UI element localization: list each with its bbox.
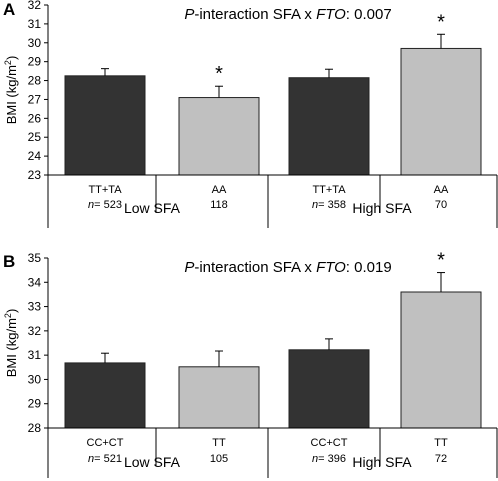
- y-tick-label: 28: [28, 74, 42, 88]
- y-tick-label: 29: [28, 55, 42, 69]
- bar: [288, 349, 370, 429]
- n-label: 118: [210, 199, 228, 211]
- group-label: Low SFA: [124, 454, 181, 470]
- bar: [400, 47, 482, 176]
- n-value: 396: [328, 453, 346, 465]
- n-label: 70: [435, 199, 447, 211]
- n-prefix: n: [312, 199, 318, 211]
- y-tick-label: 31: [28, 348, 42, 362]
- y-axis-title-text: BMI (kg/m: [4, 65, 19, 124]
- category-label: TT: [434, 437, 448, 449]
- bar: [178, 366, 260, 429]
- bar: [178, 97, 260, 176]
- y-axis-title: BMI (kg/m2): [3, 56, 19, 125]
- n-label: n= 521: [88, 453, 122, 465]
- n-prefix: n: [88, 199, 94, 211]
- group-label: High SFA: [352, 454, 412, 470]
- category-label: CC+CT: [311, 437, 348, 449]
- y-tick-label: 23: [28, 168, 42, 182]
- bar: [64, 362, 146, 429]
- y-tick-label: 30: [28, 372, 42, 386]
- chart-title-part: -interaction SFA x: [194, 259, 316, 276]
- significance-asterisk: *: [437, 250, 445, 272]
- bar: [400, 291, 482, 429]
- y-tick-label: 28: [28, 421, 42, 435]
- chart-title: P-interaction SFA x FTO: 0.007: [184, 6, 391, 23]
- n-value: 118: [210, 199, 228, 211]
- y-tick-label: 31: [28, 17, 42, 31]
- panel-label: A: [3, 0, 15, 19]
- chart-title-part: -interaction SFA x: [194, 6, 316, 23]
- panel-b: B 28 29 30 31 32 33 34 35 BMI (kg/m2) P-interactio…: [3, 250, 498, 478]
- y-axis-title-close: ): [4, 56, 19, 60]
- chart-title-part: : 0.019: [346, 259, 392, 276]
- y-axis-title-close: ): [4, 309, 19, 313]
- group-label: High SFA: [352, 200, 412, 216]
- n-prefix: n: [312, 453, 318, 465]
- y-tick-label: 30: [28, 36, 42, 50]
- y-tick-label: 24: [28, 149, 42, 163]
- y-tick-label: 32: [28, 0, 42, 12]
- significance-asterisk: *: [215, 63, 223, 85]
- chart-title: P-interaction SFA x FTO: 0.019: [184, 259, 391, 276]
- n-separator: =: [94, 453, 103, 465]
- n-label: 72: [435, 453, 447, 465]
- category-label: TT+TA: [88, 184, 122, 196]
- n-separator: =: [318, 199, 327, 211]
- n-prefix: n: [88, 453, 94, 465]
- y-tick-label: 26: [28, 111, 42, 125]
- category-label: TT+TA: [312, 184, 346, 196]
- y-tick-label: 25: [28, 130, 42, 144]
- n-separator: =: [94, 199, 103, 211]
- y-axis-title-sup: 2: [3, 60, 13, 65]
- category-label: AA: [434, 184, 449, 196]
- n-label: n= 358: [312, 199, 346, 211]
- n-value: 521: [104, 453, 122, 465]
- significance-asterisk: *: [437, 11, 445, 33]
- y-axis-title: BMI (kg/m2): [3, 309, 19, 378]
- y-axis-title-text: BMI (kg/m: [4, 318, 19, 377]
- y-tick-label: 27: [28, 92, 42, 106]
- n-value: 70: [435, 199, 447, 211]
- y-tick-label: 35: [28, 251, 42, 265]
- chart-title-part: P: [184, 259, 194, 276]
- y-tick-label: 32: [28, 324, 42, 338]
- chart-title-part: FTO: [316, 6, 346, 23]
- n-value: 72: [435, 453, 447, 465]
- panel-label: B: [3, 252, 15, 271]
- panel-a: A 23 24 25 26 27 28 29 30 31 32 BMI (kg/m2) P-intera…: [3, 0, 498, 228]
- bar: [288, 77, 370, 176]
- n-label: 105: [210, 453, 228, 465]
- group-label: Low SFA: [124, 200, 181, 216]
- n-label: n= 396: [312, 453, 346, 465]
- n-value: 358: [328, 199, 346, 211]
- n-label: n= 523: [88, 199, 122, 211]
- chart-title-part: FTO: [316, 259, 346, 276]
- n-value: 523: [104, 199, 122, 211]
- y-tick-label: 33: [28, 300, 42, 314]
- n-separator: =: [318, 453, 327, 465]
- bar: [64, 75, 146, 176]
- category-label: AA: [212, 184, 227, 196]
- y-axis-title-sup: 2: [3, 313, 13, 318]
- y-tick-label: 34: [28, 275, 42, 289]
- n-value: 105: [210, 453, 228, 465]
- chart-title-part: P: [184, 6, 194, 23]
- y-tick-label: 29: [28, 397, 42, 411]
- category-label: CC+CT: [87, 437, 124, 449]
- chart-title-part: : 0.007: [346, 6, 392, 23]
- category-label: TT: [212, 437, 226, 449]
